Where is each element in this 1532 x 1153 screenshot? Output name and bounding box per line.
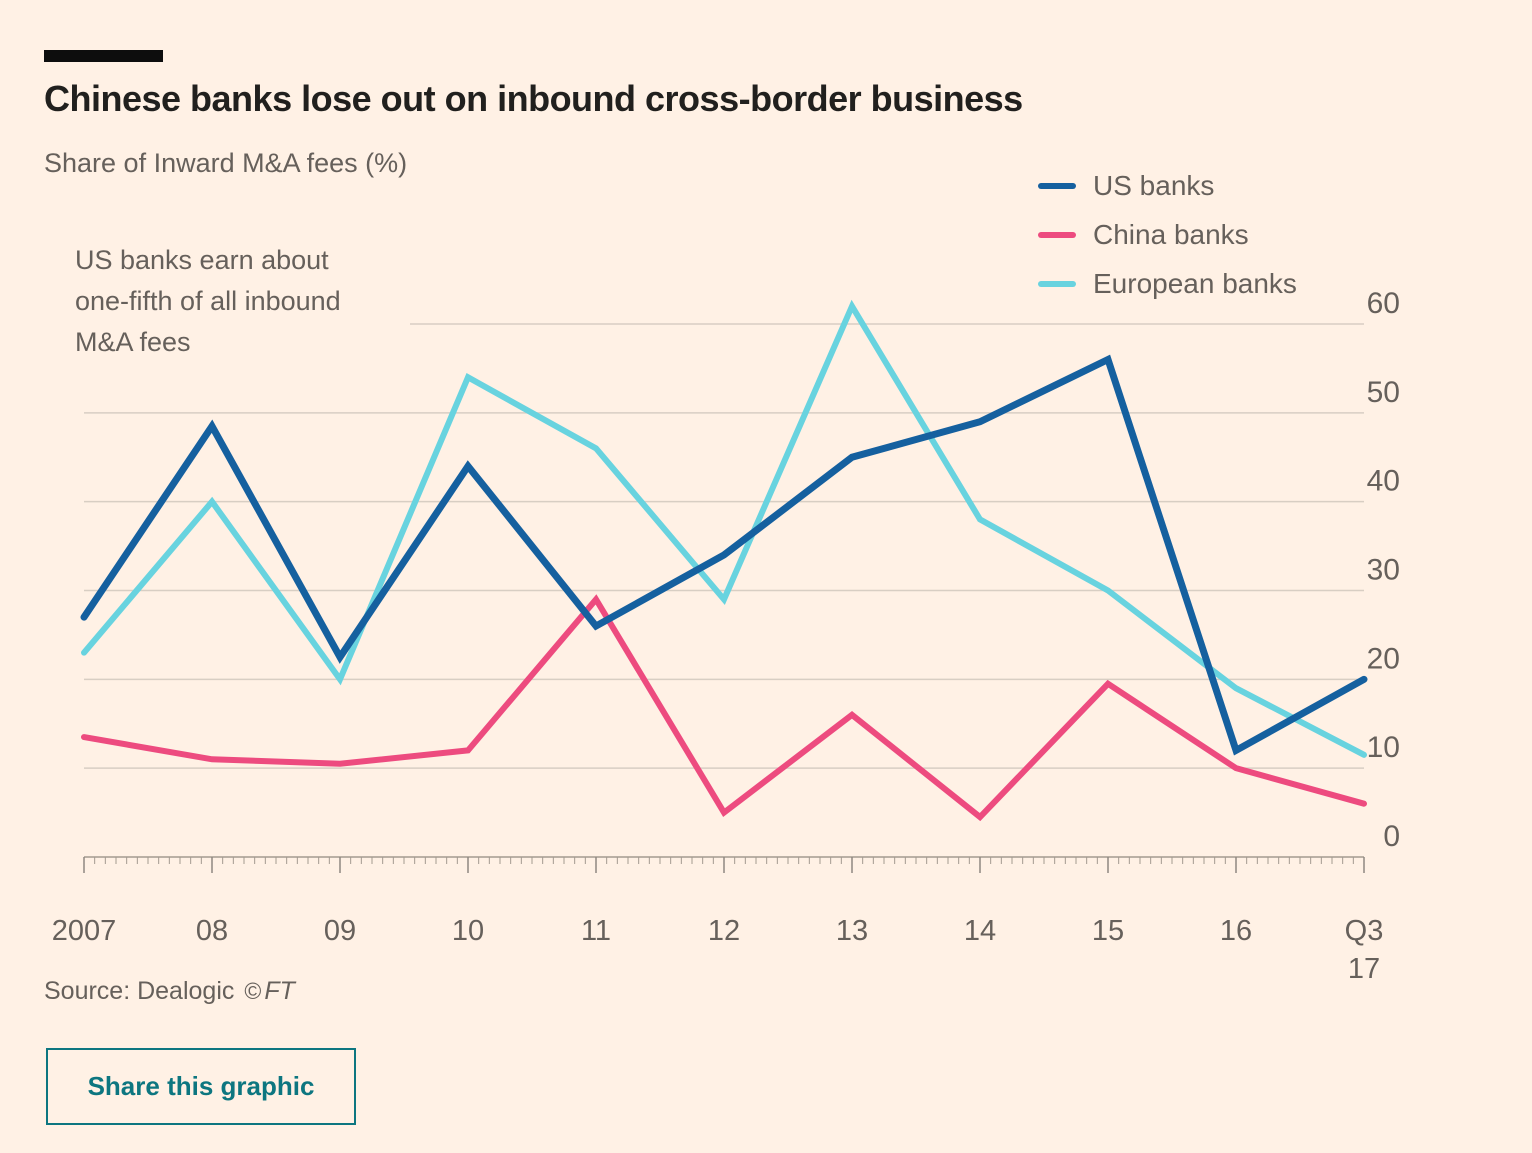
copyright-brand: FT bbox=[264, 977, 295, 1005]
legend-label-us-banks: US banks bbox=[1093, 170, 1215, 201]
legend-swatch-china-banks bbox=[1038, 232, 1076, 238]
legend-item-european-banks: European banks bbox=[1038, 266, 1297, 302]
chart-legend: US banks China banks European banks bbox=[1038, 168, 1297, 315]
y-axis-label-20: 20 bbox=[1367, 642, 1400, 675]
share-graphic-button[interactable]: Share this graphic bbox=[46, 1048, 356, 1125]
x-axis-label-08: 08 bbox=[196, 915, 228, 947]
chart-annotation: US banks earn about one-fifth of all inb… bbox=[75, 245, 341, 357]
x-axis-label-2007: 2007 bbox=[52, 915, 117, 947]
legend-item-us-banks: US banks bbox=[1038, 168, 1297, 204]
legend-label-china-banks: China banks bbox=[1093, 219, 1249, 250]
x-axis-label-09: 09 bbox=[324, 915, 356, 947]
x-axis-label-q3-17: Q3 bbox=[1345, 915, 1384, 947]
y-axis-label-40: 40 bbox=[1367, 465, 1400, 498]
series-line-us-banks bbox=[80, 354, 1368, 756]
legend-swatch-us-banks bbox=[1038, 183, 1076, 189]
y-axis-label-0: 0 bbox=[1383, 820, 1400, 853]
x-axis-label-15: 15 bbox=[1092, 915, 1124, 947]
x-axis-label-14: 14 bbox=[964, 915, 996, 947]
y-axis-label-30: 30 bbox=[1367, 554, 1400, 587]
y-axis-label-50: 50 bbox=[1367, 376, 1400, 409]
y-axis-label-60: 60 bbox=[1367, 287, 1400, 320]
chart-subtitle: Share of Inward M&A fees (%) bbox=[44, 148, 408, 178]
legend-swatch-european-banks bbox=[1038, 281, 1076, 287]
x-axis-label-11: 11 bbox=[581, 915, 611, 947]
source-line: Source: Dealogic © FT bbox=[44, 977, 295, 1006]
copyright-icon: © bbox=[244, 978, 262, 1004]
chart-title: Chinese banks lose out on inbound cross-… bbox=[44, 78, 1023, 119]
legend-label-european-banks: European banks bbox=[1093, 268, 1297, 299]
y-axis-label-10: 10 bbox=[1367, 731, 1400, 764]
x-axis-label-13: 13 bbox=[836, 915, 868, 947]
source-label: Source: Dealogic bbox=[44, 977, 235, 1005]
x-axis-label-line2: 17 bbox=[1348, 953, 1380, 985]
legend-item-china-banks: China banks bbox=[1038, 217, 1297, 253]
series-line-european-banks bbox=[81, 299, 1367, 758]
x-axis-label-10: 10 bbox=[452, 915, 484, 947]
x-axis-label-12: 12 bbox=[708, 915, 740, 947]
title-accent-bar bbox=[44, 50, 163, 62]
series-line-china-banks bbox=[81, 594, 1367, 822]
x-axis-label-16: 16 bbox=[1220, 915, 1252, 947]
